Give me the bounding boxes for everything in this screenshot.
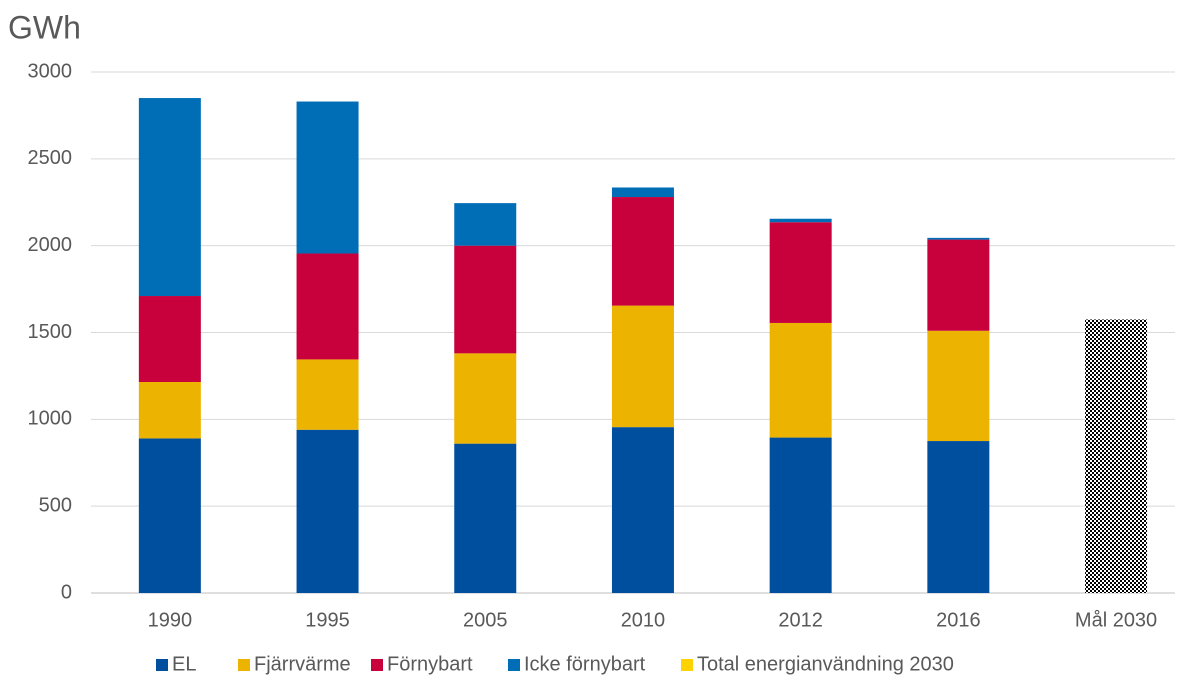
- legend-swatch: [681, 659, 693, 671]
- legend-swatch: [371, 659, 383, 671]
- bar-segment: [296, 101, 359, 254]
- bar-segment: [927, 237, 990, 240]
- bar-segment: [296, 253, 359, 360]
- bar-segment: [611, 427, 674, 593]
- bar-segment: [138, 438, 201, 593]
- y-tick-label: 1500: [28, 321, 73, 343]
- bar-segment: [296, 429, 359, 593]
- bar-segment: [611, 197, 674, 306]
- bar-segment: [454, 443, 517, 593]
- bar-segment: [454, 245, 517, 354]
- bar-segment: [1085, 319, 1148, 593]
- legend-swatch: [238, 659, 250, 671]
- x-tick-label: 1995: [305, 609, 350, 631]
- legend-swatch: [508, 659, 520, 671]
- x-tick-label: 1990: [148, 609, 193, 631]
- bar-segment: [769, 322, 832, 438]
- bar-segment: [138, 296, 201, 382]
- legend-label: Förnybart: [387, 653, 473, 675]
- y-tick-label: 2000: [28, 234, 73, 256]
- bar-segment: [769, 218, 832, 223]
- bar-segment: [454, 353, 517, 444]
- y-tick-label: 1000: [28, 408, 73, 430]
- y-tick-label: 2500: [28, 147, 73, 169]
- bar-segment: [138, 98, 201, 297]
- bar-segment: [611, 305, 674, 428]
- legend-label: Icke förnybart: [524, 653, 646, 675]
- legend-label: EL: [172, 653, 196, 675]
- x-tick-label: Mål 2030: [1075, 609, 1157, 631]
- bar-segment: [611, 187, 674, 198]
- chart-title: GWh: [8, 9, 81, 45]
- bar-segment: [769, 222, 832, 323]
- x-tick-label: 2012: [778, 609, 823, 631]
- y-tick-label: 0: [61, 581, 72, 603]
- x-tick-label: 2010: [621, 609, 666, 631]
- bar-segment: [296, 359, 359, 430]
- bar-segment: [138, 381, 201, 439]
- x-tick-label: 2005: [463, 609, 508, 631]
- legend-label: Fjärrvärme: [254, 653, 351, 675]
- bar-segment: [927, 239, 990, 331]
- bar-segment: [769, 437, 832, 593]
- y-tick-label: 500: [39, 494, 72, 516]
- bar-segment: [927, 441, 990, 593]
- legend-swatch: [156, 659, 168, 671]
- bar-segment: [454, 203, 517, 246]
- y-tick-label: 3000: [28, 60, 73, 82]
- x-tick-label: 2016: [936, 609, 981, 631]
- legend-label: Total energianvändning 2030: [697, 653, 954, 675]
- bar-segment: [927, 330, 990, 442]
